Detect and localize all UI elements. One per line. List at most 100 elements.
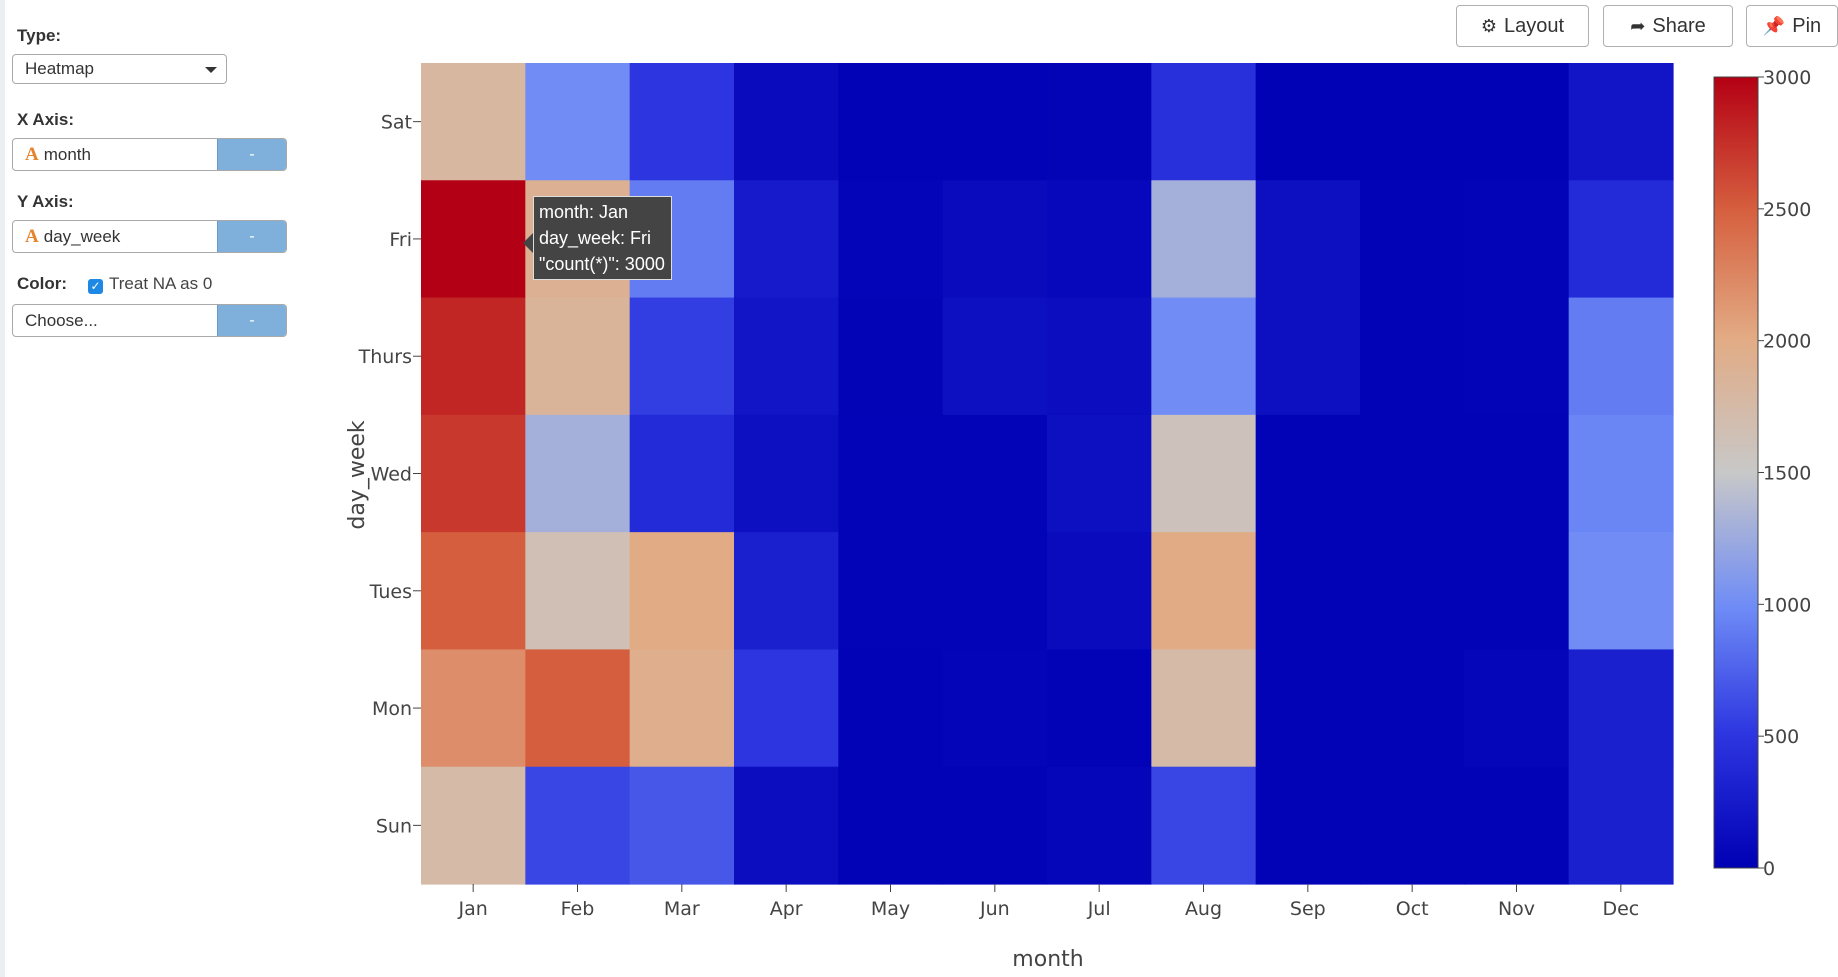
heatmap-cell[interactable] [421, 766, 526, 885]
heatmap-cell[interactable] [1360, 63, 1465, 181]
heatmap-cell[interactable] [1464, 180, 1570, 299]
heatmap-cell[interactable] [1255, 649, 1361, 768]
heatmap-cell[interactable] [1047, 532, 1152, 651]
heatmap-cell[interactable] [1568, 649, 1674, 768]
heatmap-cell[interactable] [734, 414, 839, 533]
heatmap-cell[interactable] [942, 414, 1048, 533]
color-field[interactable]: Choose... - [12, 304, 287, 337]
heatmap-cell[interactable] [629, 63, 735, 181]
tooltip-line-month: month: Jan [539, 202, 629, 222]
heatmap-cell[interactable] [838, 297, 944, 416]
x-axis-remove-button[interactable]: - [217, 139, 286, 170]
heatmap-cell[interactable] [1568, 63, 1674, 181]
layout-button[interactable]: ⚙ Layout [1456, 5, 1589, 47]
heatmap-cell[interactable] [734, 532, 839, 651]
heatmap-cell[interactable] [942, 180, 1048, 299]
heatmap-cell[interactable] [1568, 414, 1674, 533]
heatmap-cell[interactable] [734, 649, 839, 768]
heatmap-cell[interactable] [734, 63, 839, 181]
heatmap-cell[interactable] [1151, 766, 1257, 885]
heatmap-cell[interactable] [838, 649, 944, 768]
heatmap-cell[interactable] [525, 414, 631, 533]
heatmap-cell[interactable] [421, 414, 526, 533]
heatmap-cell[interactable] [629, 649, 735, 768]
heatmap-cell[interactable] [629, 532, 735, 651]
heatmap-cell[interactable] [1568, 180, 1674, 299]
share-button[interactable]: ➦ Share [1603, 5, 1733, 47]
heatmap-cell[interactable] [734, 766, 839, 885]
heatmap-cell[interactable] [525, 532, 631, 651]
heatmap-cell[interactable] [1360, 766, 1465, 885]
heatmap-cell[interactable] [1047, 649, 1152, 768]
heatmap-cell[interactable] [1047, 63, 1152, 181]
heatmap-cell[interactable] [421, 532, 526, 651]
heatmap-cell[interactable] [1047, 297, 1152, 416]
heatmap-cell[interactable] [1255, 532, 1361, 651]
heatmap-cell[interactable] [1255, 414, 1361, 533]
heatmap-cell[interactable] [1151, 63, 1257, 181]
heatmap-cell[interactable] [629, 414, 735, 533]
x-tick-label: Jul [1087, 898, 1111, 920]
heatmap-cell[interactable] [838, 532, 944, 651]
x-axis-title: month [1012, 947, 1083, 972]
heatmap-cell[interactable] [1464, 63, 1570, 181]
heatmap-cell[interactable] [1151, 649, 1257, 768]
heatmap-cell[interactable] [1151, 297, 1257, 416]
heatmap-cell[interactable] [942, 532, 1048, 651]
heatmap-cell[interactable] [1151, 414, 1257, 533]
heatmap-cell[interactable] [1360, 180, 1465, 299]
heatmap-cell[interactable] [1151, 532, 1257, 651]
heatmap-cell[interactable] [525, 766, 631, 885]
heatmap-cell[interactable] [525, 297, 631, 416]
heatmap-cell[interactable] [1047, 766, 1152, 885]
heatmap-cell[interactable] [1464, 297, 1570, 416]
heatmap-cell[interactable] [1047, 414, 1152, 533]
heatmap-cell[interactable] [1464, 532, 1570, 651]
heatmap-cell[interactable] [838, 414, 944, 533]
color-remove-button[interactable]: - [217, 305, 286, 336]
heatmap-cell[interactable] [1568, 532, 1674, 651]
heatmap-cell[interactable] [1360, 649, 1465, 768]
y-axis-remove-button[interactable]: - [217, 221, 286, 252]
heatmap-cell[interactable] [1151, 180, 1257, 299]
check-icon[interactable]: ✓ [88, 279, 103, 294]
heatmap-cell[interactable] [629, 766, 735, 885]
chart-type-select[interactable]: Heatmap [12, 54, 227, 84]
treat-na-checkbox[interactable]: ✓ Treat NA as 0 [88, 274, 212, 294]
heatmap-cell[interactable] [1255, 766, 1361, 885]
share-button-label: Share [1652, 15, 1706, 37]
heatmap-cell[interactable] [838, 63, 944, 181]
heatmap-cell[interactable] [1360, 414, 1465, 533]
heatmap-cell[interactable] [734, 297, 839, 416]
heatmap-cell[interactable] [942, 297, 1048, 416]
heatmap-cell[interactable] [1255, 297, 1361, 416]
heatmap-cell[interactable] [421, 180, 526, 299]
gear-icon: ⚙ [1480, 16, 1498, 36]
heatmap-cell[interactable] [838, 766, 944, 885]
heatmap-cell[interactable] [734, 180, 839, 299]
x-tick-label: Nov [1498, 898, 1535, 920]
heatmap-cell[interactable] [1255, 180, 1361, 299]
heatmap-cell[interactable] [1568, 766, 1674, 885]
x-tick-label: Feb [561, 898, 595, 920]
heatmap-cell[interactable] [1464, 766, 1570, 885]
heatmap-cell[interactable] [1464, 414, 1570, 533]
heatmap-cell[interactable] [525, 649, 631, 768]
heatmap-cell[interactable] [942, 766, 1048, 885]
heatmap-cell[interactable] [1464, 649, 1570, 768]
heatmap-cell[interactable] [942, 63, 1048, 181]
heatmap-cell[interactable] [1360, 297, 1465, 416]
heatmap-cell[interactable] [629, 297, 735, 416]
heatmap-cell[interactable] [421, 63, 526, 181]
heatmap-cell[interactable] [1360, 532, 1465, 651]
heatmap-cell[interactable] [421, 297, 526, 416]
heatmap-cell[interactable] [1255, 63, 1361, 181]
heatmap-cell[interactable] [942, 649, 1048, 768]
heatmap-cell[interactable] [1568, 297, 1674, 416]
heatmap-cell[interactable] [421, 649, 526, 768]
heatmap-cell[interactable] [838, 180, 944, 299]
heatmap-cell[interactable] [525, 63, 631, 181]
heatmap-cell[interactable] [1047, 180, 1152, 299]
